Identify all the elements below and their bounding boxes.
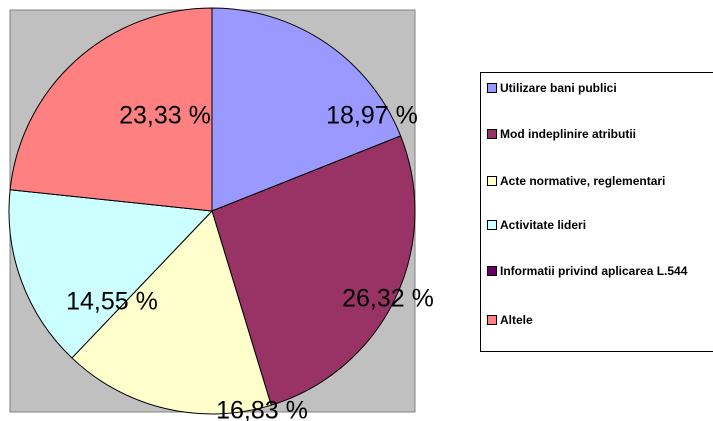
legend-label: Altele xyxy=(500,313,533,327)
legend: Utilizare bani publici Mod indeplinire at… xyxy=(480,72,713,352)
legend-swatch xyxy=(487,315,497,325)
pie-slice xyxy=(8,189,214,359)
pie-slice xyxy=(211,135,416,406)
legend-swatch xyxy=(487,266,497,276)
legend-label: Mod indeplinire atributii xyxy=(500,127,636,141)
data-label: 18,97 % xyxy=(326,102,418,130)
legend-label: Acte normative, reglementari xyxy=(500,174,666,188)
legend-label: Informatii privind aplicarea L.544 xyxy=(500,264,688,278)
data-label: 16,83 % xyxy=(216,397,308,421)
legend-entry: Mod indeplinire atributii xyxy=(487,127,711,141)
pie-slice xyxy=(71,210,272,415)
pie-slice xyxy=(9,7,213,212)
data-label: 26,32 % xyxy=(342,285,434,313)
legend-entry: Altele xyxy=(487,313,711,327)
legend-entry: Acte normative, reglementari xyxy=(487,174,711,188)
legend-entry: Informatii privind aplicarea L.544 xyxy=(487,264,711,278)
legend-entry: Activitate lideri xyxy=(487,218,711,232)
legend-swatch xyxy=(487,129,497,139)
data-label: 23,33 % xyxy=(119,102,211,130)
legend-swatch xyxy=(487,176,497,186)
legend-swatch xyxy=(487,220,497,230)
legend-label: Activitate lideri xyxy=(500,218,587,232)
legend-entry: Utilizare bani publici xyxy=(487,81,711,95)
legend-label: Utilizare bani publici xyxy=(500,81,617,95)
data-label: 14,55 % xyxy=(66,288,158,316)
pie-slice xyxy=(211,7,402,212)
legend-swatch xyxy=(487,83,497,93)
